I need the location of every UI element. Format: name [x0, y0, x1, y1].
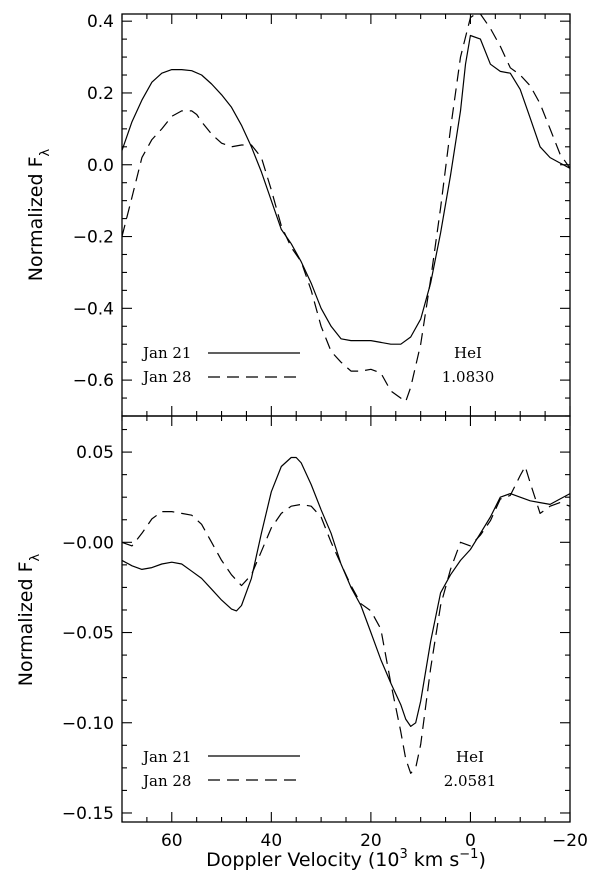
y-axis-label: Normalized Fλ — [25, 148, 53, 281]
x-tick-label: 0 — [465, 831, 476, 851]
legend-label-jan-21: Jan 21 — [141, 748, 191, 766]
y-tick-label: −0.15 — [62, 804, 114, 824]
y-axis-label: Normalized Fλ — [15, 553, 43, 686]
x-axis-ticks — [121, 14, 571, 416]
y-tick-label: 0.05 — [76, 443, 114, 463]
y-tick-label: −0.10 — [62, 714, 114, 734]
y-tick-label: 0.0 — [87, 156, 114, 176]
y-tick-label: −0.6 — [73, 371, 114, 391]
x-axis-ticks: 60 40 20 0 −20 — [121, 416, 588, 851]
series-lines — [122, 14, 570, 403]
legend-label-jan-28: Jan 28 — [141, 368, 191, 386]
x-tick-label: 40 — [261, 831, 283, 851]
series-line-jan-21 — [122, 456, 570, 728]
y-tick-label: −0.05 — [62, 624, 114, 644]
line-annotation-wavelength: 2.0581 — [444, 772, 497, 790]
legend-label-jan-28: Jan 28 — [141, 772, 191, 790]
y-tick-label: 0.4 — [87, 12, 114, 32]
series-line-jan-28 — [122, 14, 570, 403]
series-line-jan-28 — [122, 465, 570, 774]
legend: Jan 21 Jan 28 — [141, 344, 300, 386]
y-tick-label: −0.4 — [73, 299, 114, 319]
series-lines — [122, 456, 570, 774]
x-tick-label: −20 — [552, 831, 588, 851]
x-tick-label: 20 — [360, 831, 382, 851]
line-annotation-species: HeI — [454, 344, 482, 362]
panel-hei-1-0830: −0.6 −0.4 −0.2 0.0 0.2 0.4 Normalized Fλ Jan … — [25, 12, 571, 417]
y-tick-label: −0.2 — [73, 228, 114, 248]
legend: Jan 21 Jan 28 — [141, 748, 300, 790]
y-axis-ticks: −0.6 −0.4 −0.2 0.0 0.2 0.4 — [73, 12, 570, 417]
series-line-jan-21 — [122, 34, 570, 345]
y-axis-ticks: −0.15 −0.10 −0.05 −0.00 0.05 — [62, 428, 570, 824]
legend-label-jan-21: Jan 21 — [141, 344, 191, 362]
line-annotation-species: HeI — [456, 748, 484, 766]
y-tick-label: 0.2 — [87, 84, 114, 104]
line-annotation-wavelength: 1.0830 — [442, 368, 495, 386]
x-tick-label: 60 — [161, 831, 183, 851]
y-tick-label: −0.00 — [62, 533, 114, 553]
x-axis-label: Doppler Velocity (103 km s−1) — [206, 847, 486, 871]
panel-hei-2-0581: −0.15 −0.10 −0.05 −0.00 0.05 60 40 20 0 −20 Norm… — [15, 415, 588, 871]
